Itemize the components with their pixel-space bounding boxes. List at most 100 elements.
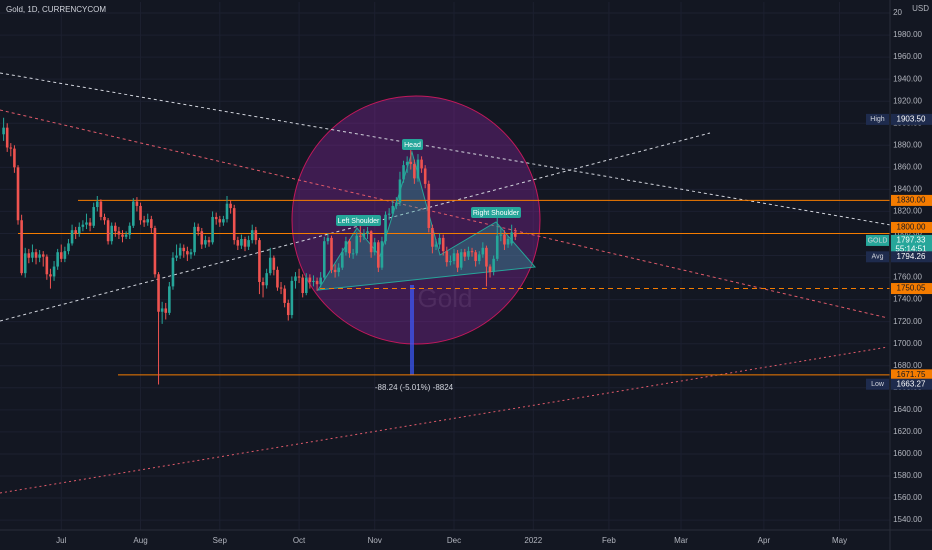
candle-body <box>459 252 463 268</box>
level-price-label: 1671.75 <box>897 370 926 379</box>
price-tag-name: Low <box>871 381 885 388</box>
candle-body <box>157 274 160 312</box>
candle-body <box>41 254 45 257</box>
candle-body <box>377 242 380 268</box>
y-tick-label: 1600.00 <box>893 449 922 458</box>
pattern-label: Left Shoulder <box>338 218 380 225</box>
price-value-box <box>891 113 932 125</box>
candle-body <box>297 276 301 278</box>
candle-body <box>301 277 304 294</box>
candle-body <box>34 252 38 258</box>
candle-body <box>423 168 427 184</box>
currency: USD <box>912 4 929 13</box>
candle-body <box>171 257 175 287</box>
y-tick-label: 1700.00 <box>893 339 922 348</box>
candle-body <box>178 247 182 256</box>
candle-body <box>366 231 369 234</box>
candle-body <box>88 222 92 226</box>
candle-body <box>81 224 85 227</box>
countdown: 55:14:51 <box>895 245 927 254</box>
candle-body <box>196 226 200 232</box>
price-value-box <box>891 234 932 255</box>
candle-body <box>272 257 276 270</box>
y-tick-label: 1580.00 <box>893 471 922 480</box>
candle-body <box>146 219 150 223</box>
candle-body <box>254 230 258 241</box>
candle-body <box>362 233 366 237</box>
y-tick-label: 1720.00 <box>893 317 922 326</box>
candle-body <box>463 252 467 257</box>
candle-body <box>70 230 74 244</box>
candle-body <box>218 219 222 223</box>
candle-body <box>16 167 20 221</box>
circle-drawing <box>291 95 541 345</box>
candle-body <box>200 231 204 245</box>
candle-body <box>431 227 434 247</box>
candle-body <box>420 159 423 169</box>
candle-body <box>63 251 67 259</box>
candle-body <box>326 237 330 242</box>
candle-body <box>474 252 477 262</box>
axes: 1540.00 1560.00 1580.00 1600.00 1620.00 1640.… <box>56 8 932 545</box>
price-tag-name: High <box>870 116 885 123</box>
candle-body <box>135 201 139 206</box>
price-tag-box <box>866 378 889 390</box>
y-tick-label: 1620.00 <box>893 427 922 436</box>
candle-body <box>139 205 142 221</box>
candle-body <box>333 269 337 273</box>
candle-body <box>373 242 377 253</box>
candle-body <box>243 238 247 247</box>
candle-body <box>413 164 416 179</box>
candle-body <box>312 280 315 282</box>
candle-body <box>175 255 178 258</box>
candle-body <box>106 220 110 242</box>
candle-body <box>142 220 146 223</box>
candle-body <box>369 231 373 253</box>
candle-body <box>5 127 9 148</box>
candle-body <box>384 214 387 242</box>
price-tag-name: GOLD <box>868 237 888 244</box>
candle-body <box>2 127 5 135</box>
grid <box>0 2 890 530</box>
label-box <box>402 139 423 150</box>
price-value-label: 1797.33 <box>897 236 926 245</box>
candle-body <box>294 276 297 281</box>
candle-body <box>232 208 236 241</box>
trend-line <box>0 132 711 322</box>
candle-body <box>395 202 398 206</box>
candle-body <box>341 252 344 268</box>
candle-body <box>193 226 196 253</box>
candle-body <box>225 203 229 220</box>
candle-body <box>56 252 59 267</box>
candle-body <box>247 240 250 247</box>
candle-body <box>211 216 214 243</box>
drawings <box>0 72 890 494</box>
candle-body <box>438 237 441 245</box>
y-tick-label: 1740.00 <box>893 295 922 304</box>
currency-box <box>902 2 932 16</box>
candle-body <box>45 256 49 275</box>
candle-body <box>77 226 81 234</box>
candle-body <box>268 257 272 274</box>
y-tick-label: 1640.00 <box>893 405 922 414</box>
price-value-label: 1903.50 <box>897 115 926 124</box>
y-tick-label: 1920.00 <box>893 96 922 105</box>
y-tick-label: 1980.00 <box>893 30 922 39</box>
candle-body <box>286 302 290 316</box>
x-tick-label: Apr <box>758 536 771 545</box>
x-tick-label: Aug <box>133 536 147 545</box>
candle-body <box>207 240 211 243</box>
level-price-label: 1830.00 <box>897 196 926 205</box>
candle-body <box>427 183 431 228</box>
candle-body <box>344 241 348 253</box>
candle-body <box>488 266 492 273</box>
pattern-annotations: Left Shoulder Head Right Shoulder -88.24… <box>336 139 521 392</box>
candle-body <box>103 216 106 221</box>
label-box <box>336 215 381 226</box>
y-tick-label: 1800.00 <box>893 229 922 238</box>
candle-body <box>250 230 254 241</box>
candle-body <box>95 201 99 208</box>
candle-body <box>337 267 341 273</box>
x-tick-label: Sep <box>213 536 228 545</box>
candle-body <box>67 243 70 252</box>
